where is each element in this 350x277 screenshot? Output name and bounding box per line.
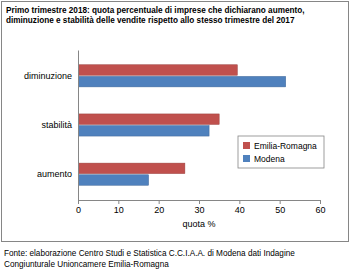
x-axis-title: quota %	[182, 219, 215, 229]
legend-swatch	[243, 142, 250, 149]
x-tick-label: 10	[114, 205, 124, 215]
y-tick-label: aumento	[37, 169, 72, 179]
bar	[78, 163, 185, 173]
x-tick-mark	[78, 200, 79, 204]
x-tick-mark	[159, 200, 160, 204]
x-tick-mark	[118, 200, 119, 204]
x-tick-label: 0	[76, 205, 81, 215]
text-line: Congiunturale Unioncamere Emilia-Romagna	[4, 260, 169, 269]
y-axis: diminuzione stabilità aumento	[24, 51, 79, 201]
bar	[78, 175, 149, 185]
source-note: Fonte: elaborazione Centro Studi e Stati…	[4, 249, 295, 269]
x-tick: 30	[194, 200, 204, 215]
legend-box	[238, 136, 324, 168]
legend-label: Emilia-Romagna	[254, 141, 317, 151]
series-bars	[78, 76, 286, 185]
x-tick: 60	[315, 200, 325, 215]
y-tick-label: diminuzione	[24, 71, 72, 81]
y-tick: diminuzione	[24, 71, 78, 81]
x-tick-label: 50	[275, 205, 285, 215]
x-tick: 0	[76, 200, 81, 215]
x-tick-label: 20	[154, 205, 164, 215]
x-tick-mark	[239, 200, 240, 204]
chart-frame	[2, 2, 349, 242]
legend-swatch	[243, 155, 250, 162]
title: Primo trimestre 2018: quota percentuale …	[6, 6, 304, 25]
x-tick-mark	[280, 200, 281, 204]
legend: Emilia-Romagna Modena	[238, 136, 324, 168]
x-tick-mark	[199, 200, 200, 204]
bar	[78, 114, 219, 124]
x-tick-label: 40	[235, 205, 245, 215]
bar	[78, 65, 237, 75]
bar	[78, 76, 286, 86]
text-line: diminuzione e stabilità delle vendite ri…	[6, 16, 295, 25]
x-tick: 50	[275, 200, 285, 215]
y-tick-label: stabilità	[41, 120, 72, 130]
x-tick: 40	[235, 200, 245, 215]
legend-label: Modena	[254, 154, 285, 164]
x-axis: 0 10 20 30 40 50 60	[76, 200, 326, 215]
y-tick: aumento	[37, 169, 78, 179]
text-line: Primo trimestre 2018: quota percentuale …	[6, 6, 304, 15]
y-axis-line	[78, 51, 79, 201]
bar	[78, 126, 209, 136]
x-tick-label: 60	[315, 205, 325, 215]
text-line: Fonte: elaborazione Centro Studi e Stati…	[4, 249, 295, 258]
chart: Primo trimestre 2018: quota percentuale …	[0, 0, 350, 277]
x-tick: 10	[114, 200, 124, 215]
y-tick: stabilità	[41, 120, 78, 130]
x-tick-label: 30	[194, 205, 204, 215]
x-tick: 20	[154, 200, 164, 215]
x-tick-mark	[320, 200, 321, 204]
